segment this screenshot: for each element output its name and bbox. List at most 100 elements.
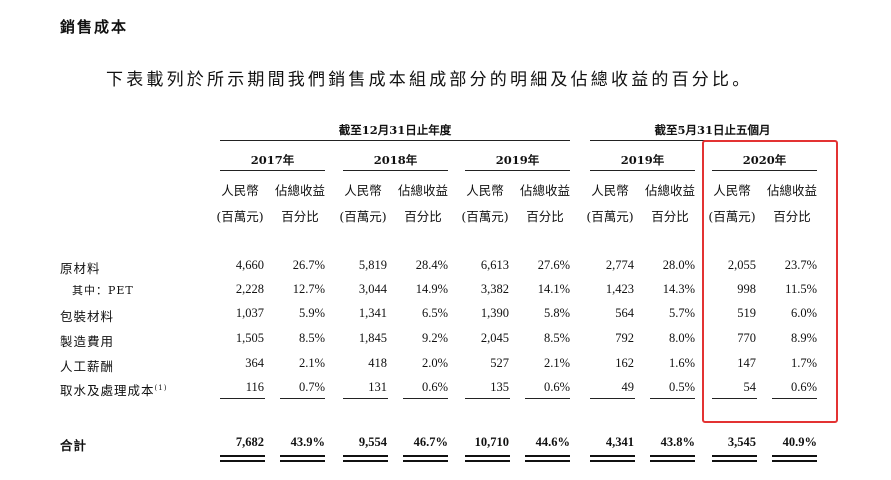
table-cell: 11.5%	[785, 282, 817, 296]
table-cell: 1.7%	[790, 356, 817, 370]
table-cell: 5.9%	[298, 306, 325, 320]
table-cell: 54	[743, 380, 757, 394]
subtotal-line-rmb	[590, 398, 635, 399]
table-cell: 131	[368, 380, 387, 394]
col-header-pct-unit: 百分比	[526, 209, 564, 224]
total-cell: 10,710	[474, 435, 509, 449]
table-cell: 527	[490, 356, 509, 370]
col-header-rmb-unit: (百萬元)	[586, 209, 634, 224]
total-double-underline	[650, 460, 695, 462]
table-cell: 2.1%	[298, 356, 325, 370]
table-cell: 23.7%	[784, 258, 817, 272]
total-double-underline	[712, 460, 757, 462]
table-cell: 0.5%	[668, 380, 695, 394]
table-cell: 27.6%	[537, 258, 570, 272]
table-cell: 8.9%	[790, 331, 817, 345]
subtotal-line-rmb	[343, 398, 388, 399]
col-header-rmb-unit: (百萬元)	[339, 209, 387, 224]
total-double-underline	[280, 460, 325, 462]
year-header-2020-5m: 2020年	[742, 153, 787, 167]
subtotal-line-pct	[772, 398, 817, 399]
table-cell: 1,505	[235, 331, 264, 345]
table-cell: 1,423	[605, 282, 634, 296]
total-double-underline	[650, 455, 695, 457]
table-cell: 519	[737, 306, 756, 320]
total-cell: 43.9%	[290, 435, 325, 449]
total-cell: 9,554	[358, 435, 387, 449]
table-cell: 12.7%	[292, 282, 325, 296]
table-cell: 0.6%	[790, 380, 817, 394]
total-double-underline	[772, 460, 817, 462]
year-underline-2020-5m	[712, 170, 817, 171]
table-cell: 998	[737, 282, 756, 296]
year-header-2017: 2017年	[250, 153, 295, 167]
table-cell: 0.6%	[543, 380, 570, 394]
subtotal-line-pct	[525, 398, 570, 399]
row-label: 原材料	[60, 261, 101, 276]
table-cell: 2,055	[727, 258, 756, 272]
table-cell: 2,774	[605, 258, 634, 272]
col-header-rmb-unit: (百萬元)	[461, 209, 509, 224]
row-label: 人工薪酬	[60, 359, 115, 374]
col-header-pct-unit: 百分比	[404, 209, 442, 224]
table-cell: 364	[245, 356, 264, 370]
table-cell: 3,382	[480, 282, 509, 296]
subtotal-line-rmb	[465, 398, 510, 399]
section-title: 銷售成本	[60, 18, 129, 36]
table-cell: 26.7%	[292, 258, 325, 272]
total-cell: 46.7%	[413, 435, 448, 449]
col-header-rmb-unit: (百萬元)	[708, 209, 756, 224]
table-cell: 2,045	[480, 331, 509, 345]
total-double-underline	[712, 455, 757, 457]
year-header-2019-5m: 2019年	[620, 153, 665, 167]
total-double-underline	[220, 460, 265, 462]
col-header-rmb: 人民幣	[344, 183, 382, 198]
col-header-rmb-unit: (百萬元)	[216, 209, 264, 224]
year-underline-2018	[343, 170, 448, 171]
total-cell: 40.9%	[782, 435, 817, 449]
col-header-pct-unit: 百分比	[651, 209, 689, 224]
table-cell: 1,037	[235, 306, 264, 320]
table-cell: 8.5%	[298, 331, 325, 345]
table-cell: 2.0%	[421, 356, 448, 370]
col-header-pct-unit: 百分比	[281, 209, 319, 224]
table-cell: 8.0%	[668, 331, 695, 345]
table-cell: 1,341	[358, 306, 387, 320]
table-cell: 28.4%	[415, 258, 448, 272]
table-cell: 6.5%	[421, 306, 448, 320]
table-cell: 2,228	[235, 282, 264, 296]
table-cell: 418	[368, 356, 387, 370]
table-cell: 792	[615, 331, 634, 345]
highlight-box-2020	[702, 140, 838, 423]
col-header-pct: 佔總收益	[274, 183, 325, 198]
year-underline-2019-5m	[590, 170, 695, 171]
table-cell: 1.6%	[668, 356, 695, 370]
total-cell: 4,341	[605, 435, 634, 449]
col-header-pct: 佔總收益	[519, 183, 570, 198]
total-double-underline	[525, 460, 570, 462]
table-cell: 1,845	[358, 331, 387, 345]
subtotal-line-pct	[650, 398, 695, 399]
table-cell: 6.0%	[790, 306, 817, 320]
total-label: 合計	[60, 438, 88, 453]
table-cell: 162	[615, 356, 634, 370]
table-cell: 14.3%	[662, 282, 695, 296]
year-underline-2017	[220, 170, 325, 171]
subtotal-line-pct	[280, 398, 325, 399]
total-cell: 44.6%	[535, 435, 570, 449]
total-double-underline	[465, 455, 510, 457]
col-header-rmb: 人民幣	[221, 183, 259, 198]
table-cell: 4,660	[235, 258, 264, 272]
col-header-pct-unit: 百分比	[773, 209, 811, 224]
total-double-underline	[220, 455, 265, 457]
table-cell: 5.7%	[668, 306, 695, 320]
total-cell: 7,682	[235, 435, 264, 449]
table-cell: 147	[737, 356, 756, 370]
year-header-2019: 2019年	[495, 153, 540, 167]
col-header-pct: 佔總收益	[644, 183, 695, 198]
table-cell: 135	[490, 380, 509, 394]
subtotal-line-rmb	[712, 398, 757, 399]
table-cell: 564	[615, 306, 634, 320]
table-cell: 14.9%	[415, 282, 448, 296]
col-header-rmb: 人民幣	[591, 183, 629, 198]
